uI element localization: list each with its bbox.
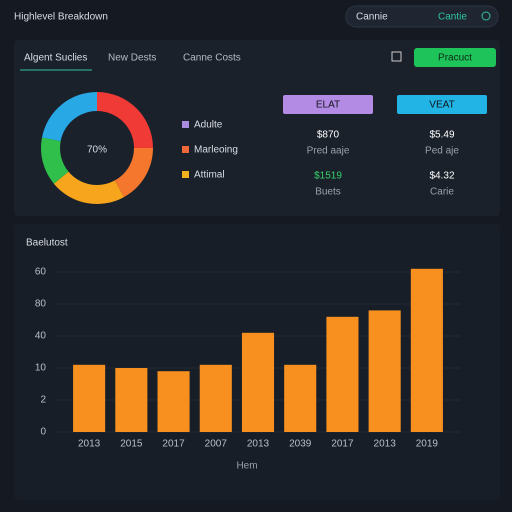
card-label: VEAT xyxy=(429,100,454,111)
bar xyxy=(284,364,317,432)
legend-label: Adulte xyxy=(194,120,223,131)
legend-swatch xyxy=(182,146,189,153)
bar xyxy=(326,316,359,432)
x-tick-label: 2019 xyxy=(416,439,439,450)
bar xyxy=(199,364,232,432)
y-tick-label: 0 xyxy=(40,427,46,438)
bar xyxy=(241,332,275,432)
legend-swatch xyxy=(182,171,189,178)
donut-segment xyxy=(97,92,153,148)
bar xyxy=(157,371,190,432)
card-value: $5.49 xyxy=(429,130,454,141)
title: Highlevel Breakdown xyxy=(14,12,108,23)
y-tick-label: 60 xyxy=(35,267,47,278)
donut-segment xyxy=(41,92,97,142)
bar xyxy=(410,268,443,432)
legend-label: Attimal xyxy=(194,170,225,181)
y-tick-label: 80 xyxy=(35,299,47,310)
bar xyxy=(73,364,106,432)
legend: Adulte Marleoing Attimal xyxy=(182,120,238,181)
card-value: $870 xyxy=(317,130,340,141)
card-caption: Pred aaje xyxy=(307,146,350,157)
icon[interactable] xyxy=(391,51,402,62)
x-tick-label: 2017 xyxy=(162,439,185,450)
search-icon[interactable] xyxy=(481,11,491,21)
x-tick-label: 2007 xyxy=(205,439,228,450)
legend-swatch xyxy=(182,121,189,128)
bar xyxy=(368,310,401,432)
search-bar[interactable] xyxy=(345,5,499,28)
card-caption: Carie xyxy=(430,187,454,198)
donut xyxy=(40,92,153,205)
x-tick-label: 2015 xyxy=(120,439,143,450)
card-caption: Ped aje xyxy=(425,146,459,157)
tab[interactable]: Canne Costs xyxy=(183,53,241,64)
x-tick-label: 2039 xyxy=(289,439,312,450)
search-text: Cannie xyxy=(356,12,388,23)
donut-segment xyxy=(114,148,153,198)
x-tick-label: 2013 xyxy=(247,439,270,450)
y-tick-label: 40 xyxy=(35,331,47,342)
button[interactable] xyxy=(414,48,496,67)
legend-label: Marleoing xyxy=(194,145,238,156)
card-header xyxy=(397,95,487,114)
tab[interactable]: New Dests xyxy=(108,53,156,64)
bar xyxy=(115,368,148,432)
cards: ELAT $870 Pred aaje $1519 Buets VEAT $5.49 Ped … xyxy=(283,95,487,198)
x-tick-label: 2013 xyxy=(78,439,101,450)
chart-title: Baelutost xyxy=(26,238,68,249)
y-tick-label: 2 xyxy=(40,395,46,406)
y-tick-label: 10 xyxy=(35,363,47,374)
tab[interactable]: Algent Suclies xyxy=(24,53,87,64)
card-value: $4.32 xyxy=(429,171,454,182)
donut-center: 70% xyxy=(87,145,107,156)
x-axis-label: Hem xyxy=(236,461,257,472)
x-tick-label: 2017 xyxy=(331,439,354,450)
search-text: Cantie xyxy=(438,12,467,23)
card-header xyxy=(283,95,373,114)
bar-chart: 0 2 10 40 80 60 2013 2015 2017 2007 2013 2039 2017 20… xyxy=(35,267,460,450)
donut-segment xyxy=(53,171,124,205)
card-caption: Buets xyxy=(315,187,341,198)
button-label: Pracuct xyxy=(438,53,472,64)
donut-segment xyxy=(40,137,69,184)
card-value: $1519 xyxy=(314,171,342,182)
card-label: ELAT xyxy=(316,100,340,111)
x-tick-label: 2013 xyxy=(374,439,397,450)
